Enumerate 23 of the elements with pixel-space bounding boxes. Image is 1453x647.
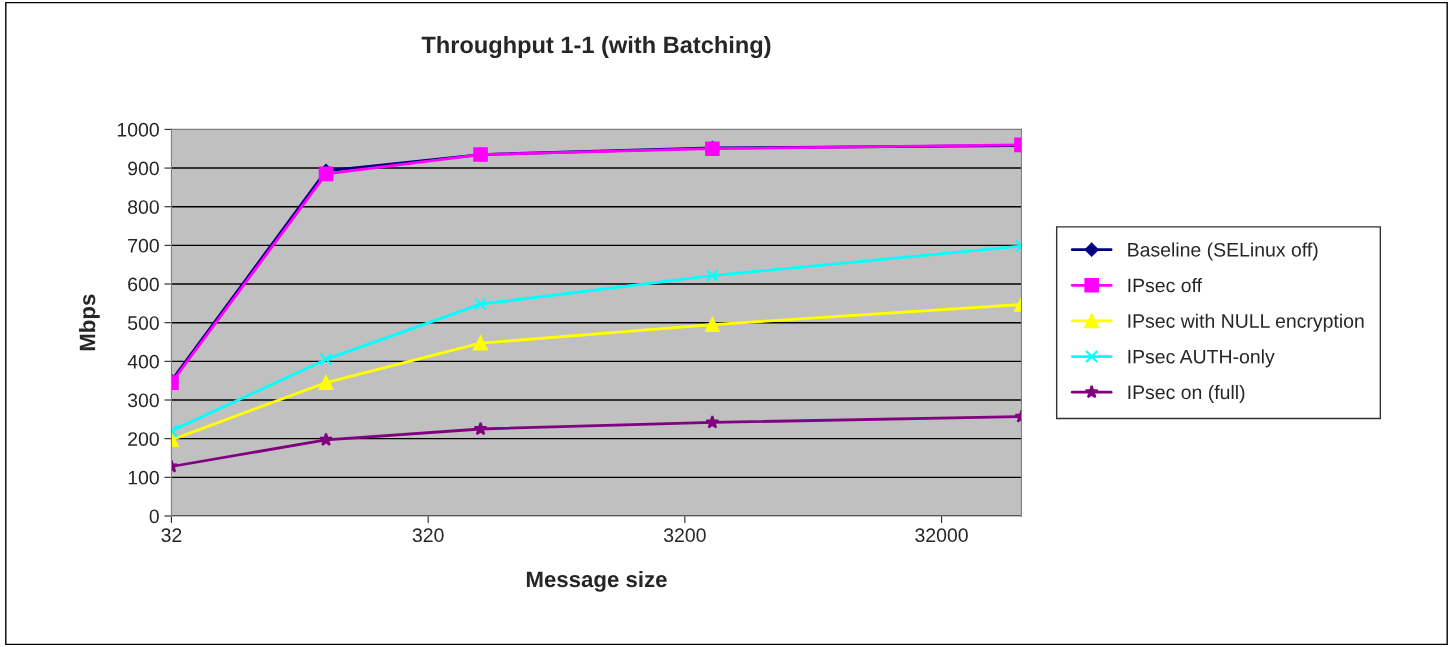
y-tick-label: 500 [127, 316, 159, 330]
chart-title: Throughput 1-1 (with Batching) [421, 35, 771, 59]
y-tick-label: 400 [127, 354, 159, 369]
legend-label: IPsec AUTH-only [1128, 349, 1275, 368]
x-axis-title: Message size [526, 570, 667, 592]
y-tick-label: 700 [128, 238, 159, 253]
legend-label: IPsec off [1128, 278, 1203, 293]
y-tick-label: 0 [149, 509, 159, 524]
y-tick-label: 1000 [117, 122, 159, 137]
x-tick-label: 3200 [663, 528, 706, 543]
x-tick-label: 32000 [915, 528, 968, 543]
y-tick-label: 800 [128, 200, 159, 214]
legend-label: IPsec with NULL encryption [1128, 313, 1364, 332]
y-tick-label: 200 [128, 432, 159, 446]
y-tick-label: 100 [128, 470, 159, 485]
y-tick-label: 300 [127, 393, 159, 408]
y-axis-title: Mbps [79, 294, 100, 351]
legend-label: IPsec on (full) [1128, 384, 1245, 403]
x-tick-label: 320 [412, 528, 444, 543]
y-tick-label: 600 [128, 277, 159, 292]
x-tick-label: 32 [161, 528, 182, 543]
y-tick-label: 900 [128, 161, 159, 176]
legend-label: Baseline (SELinux off) [1128, 242, 1318, 261]
